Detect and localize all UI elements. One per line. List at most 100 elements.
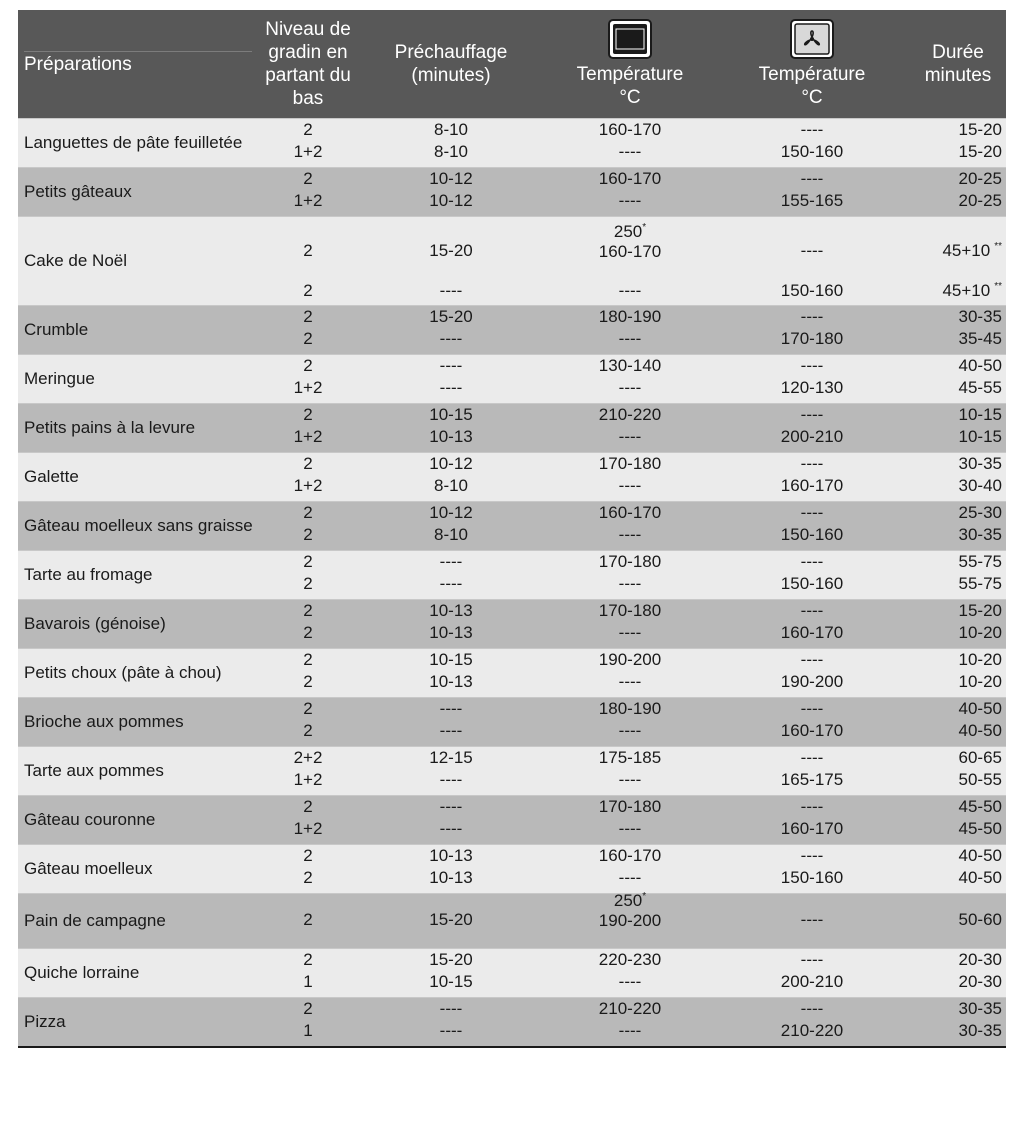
temp-conventional-cell: 210-220 xyxy=(598,405,662,424)
duree-value: 30-35 xyxy=(958,454,1002,473)
preparation-name: Brioche aux pommes xyxy=(24,712,184,731)
duree-cell: 45+10 ** xyxy=(910,241,1006,261)
temp-conventional-cell: 160-170 xyxy=(598,242,662,261)
prechauffage-cell: 10-15 xyxy=(429,650,473,669)
preparation-name: Crumble xyxy=(24,320,89,339)
prechauffage-cell: 10-12 xyxy=(429,454,473,473)
niveau-cell: 2 xyxy=(303,241,313,260)
prechauffage-cell: 15-20 xyxy=(429,910,473,929)
temp-conventional-cell: ---- xyxy=(618,191,642,210)
duree-value: 30-35 xyxy=(958,1021,1002,1040)
table-row-group: Pizza 2 ---- 210-220 ---- 30-35 1 ---- ---- 210-2… xyxy=(18,997,1006,1046)
temp-fan-cell: 150-160 xyxy=(780,281,844,300)
duree-value: 10-15 xyxy=(958,405,1002,424)
temp-fan-cell: 190-200 xyxy=(780,672,844,691)
temp-fan-cell: ---- xyxy=(800,307,824,326)
temp-fan-label: Température xyxy=(758,64,866,85)
preparation-name: Cake de Noël xyxy=(24,251,128,270)
temp-fan-cell: ---- xyxy=(800,503,824,522)
temp-fan-cell: 160-170 xyxy=(780,819,844,838)
prechauffage-cell: ---- xyxy=(439,770,463,789)
duree-value: 20-25 xyxy=(958,169,1002,188)
preparation-name: Tarte au fromage xyxy=(24,565,153,584)
temp-fan-cell: ---- xyxy=(800,846,824,865)
temp-conventional-preheat-cell: 250* xyxy=(613,891,647,910)
niveau-cell: 2 xyxy=(303,868,313,887)
temp-conventional-cell: 160-170 xyxy=(598,120,662,139)
prechauffage-cell: 10-15 xyxy=(429,405,473,424)
niveau-cell: 1+2 xyxy=(293,770,323,789)
duree-value: 10-15 xyxy=(958,427,1002,446)
niveau-cell: 1 xyxy=(303,1021,313,1040)
duree-value: 55-75 xyxy=(958,552,1002,571)
temp-fan-cell: 165-175 xyxy=(780,770,844,789)
temp-fan-cell: 200-210 xyxy=(780,972,844,991)
prechauffage-cell: ---- xyxy=(439,329,463,348)
table-row-group: Meringue 2 ---- 130-140 ---- 40-50 1+2 ---- ----… xyxy=(18,354,1006,403)
prechauffage-cell: 10-12 xyxy=(429,169,473,188)
preparation-name: Quiche lorraine xyxy=(24,963,140,982)
duree-value: 30-35 xyxy=(958,999,1002,1018)
niveau-cell: 2 xyxy=(303,846,313,865)
duree-value: 15-20 xyxy=(958,120,1002,139)
duree-cell: 30-35 xyxy=(910,999,1006,1019)
temp-conventional-cell: 175-185 xyxy=(598,748,662,767)
duree-value: 50-60 xyxy=(958,910,1002,929)
duree-with-mark: 45+10 ** xyxy=(942,241,1006,261)
prechauffage-cell: ---- xyxy=(439,281,463,300)
duree-cell: 50-60 xyxy=(910,910,1006,930)
niveau-cell: 2 xyxy=(303,797,313,816)
temp-conventional-cell: ---- xyxy=(618,142,642,161)
duree-value: 20-30 xyxy=(958,972,1002,991)
table-row-group: Bavarois (génoise) 2 10-13 170-180 ---- 15-20… xyxy=(18,599,1006,648)
temp-fan-cell: 160-170 xyxy=(780,476,844,495)
prechauffage-cell: 8-10 xyxy=(433,142,469,161)
niveau-cell: 2 xyxy=(303,650,313,669)
duree-cell: 55-75 xyxy=(910,552,1006,572)
prechauffage-cell: 10-13 xyxy=(429,427,473,446)
prechauffage-cell: ---- xyxy=(439,378,463,397)
prechauffage-cell: 8-10 xyxy=(433,476,469,495)
temp-conventional-cell: 170-180 xyxy=(598,552,662,571)
duree-cell: 45-50 xyxy=(910,797,1006,817)
header-temp-fan: Température °C xyxy=(714,10,910,118)
temp-conventional-cell: ---- xyxy=(618,819,642,838)
duree-cell: 30-35 xyxy=(910,454,1006,474)
duree-cell: 30-35 xyxy=(910,307,1006,327)
temp-conventional-cell: ---- xyxy=(618,281,642,300)
duree-value: 40-50 xyxy=(958,721,1002,740)
duree-value: 50-55 xyxy=(958,770,1002,789)
duree-value: 40-50 xyxy=(958,356,1002,375)
duree-cell: 15-20 xyxy=(910,120,1006,140)
footnote-mark: * xyxy=(642,891,647,902)
niveau-cell: 1+2 xyxy=(293,142,323,161)
prechauffage-cell: 15-20 xyxy=(429,950,473,969)
temp-fan-cell: 120-130 xyxy=(780,378,844,397)
duree-value: 45-50 xyxy=(958,797,1002,816)
duree-cell: 30-35 xyxy=(910,525,1006,545)
duree-cell: 15-20 xyxy=(910,601,1006,621)
duree-cell: 40-50 xyxy=(910,699,1006,719)
duree-value: 10-20 xyxy=(958,623,1002,642)
temp-fan-cell: ---- xyxy=(800,454,824,473)
temp-fan-cell: 200-210 xyxy=(780,427,844,446)
prechauffage-cell: 10-13 xyxy=(429,672,473,691)
duree-value: 30-35 xyxy=(958,525,1002,544)
preparation-name: Tarte aux pommes xyxy=(24,761,164,780)
prechauffage-cell: 10-13 xyxy=(429,846,473,865)
duree-cell: 10-20 xyxy=(910,672,1006,692)
duree-cell: 20-30 xyxy=(910,972,1006,992)
temp-conventional-cell: 170-180 xyxy=(598,601,662,620)
niveau-cell: 2 xyxy=(303,574,313,593)
table-row-group: Cake de Noël 2 15-20 250* 160-170 ---- 45+10 **… xyxy=(18,216,1006,305)
fan-oven-icon xyxy=(790,19,834,59)
duree-cell: 60-65 xyxy=(910,748,1006,768)
duree-value: 55-75 xyxy=(958,574,1002,593)
preparation-name: Gâteau moelleux xyxy=(24,859,153,878)
temp-fan-cell: 150-160 xyxy=(780,525,844,544)
duree-value: 15-20 xyxy=(958,142,1002,161)
temp-conventional-cell: ---- xyxy=(618,427,642,446)
duree-value: 40-50 xyxy=(958,868,1002,887)
prechauffage-cell: 10-13 xyxy=(429,623,473,642)
duree-cell: 20-25 xyxy=(910,169,1006,189)
